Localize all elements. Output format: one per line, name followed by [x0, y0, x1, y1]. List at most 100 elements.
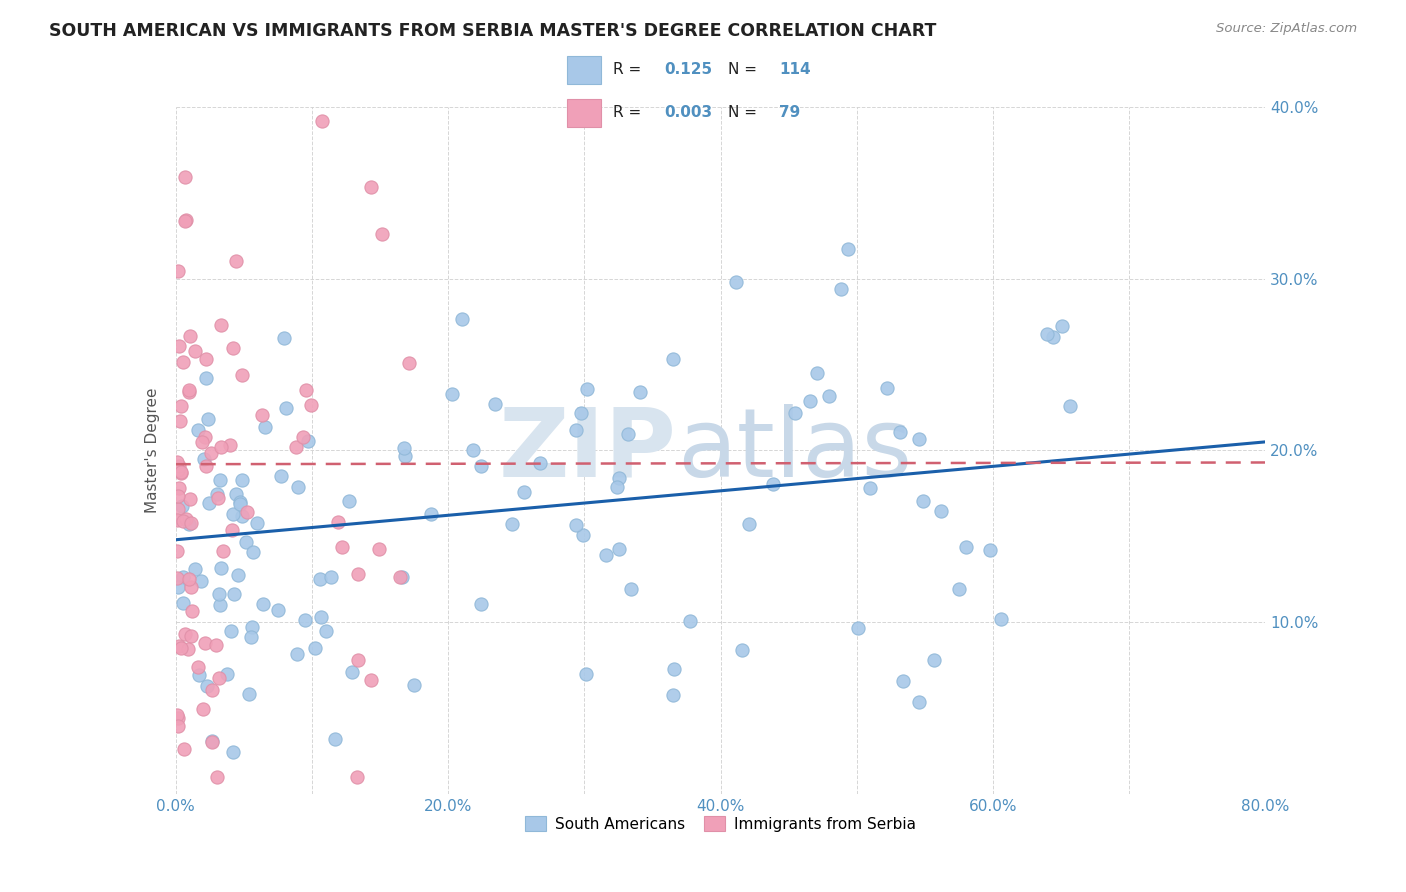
Point [170, 466, 193, 480]
Point [929, 504, 952, 518]
Point [205, 638, 228, 652]
Point [291, 430, 314, 444]
Text: Source: ZipAtlas.com: Source: ZipAtlas.com [1216, 22, 1357, 36]
Point [347, 653, 370, 667]
Point [167, 489, 190, 503]
Point [229, 495, 252, 509]
Point [607, 542, 630, 557]
Point [166, 708, 188, 723]
Point [616, 427, 638, 442]
Point [179, 516, 201, 531]
Point [575, 667, 598, 681]
Point [309, 573, 332, 587]
Text: 79: 79 [779, 105, 800, 120]
Point [762, 477, 785, 491]
Point [394, 441, 416, 455]
Point [513, 485, 536, 500]
Text: N =: N = [728, 62, 756, 78]
Point [908, 695, 931, 709]
Point [990, 611, 1012, 625]
Point [169, 639, 191, 653]
Point [173, 741, 195, 756]
Point [679, 614, 702, 628]
Point [859, 481, 882, 495]
Point [304, 640, 326, 655]
Point [837, 242, 859, 256]
Point [222, 746, 245, 760]
Text: ZIP: ZIP [499, 404, 678, 497]
Point [172, 499, 194, 513]
Point [254, 420, 277, 434]
Text: R =: R = [613, 62, 641, 78]
Point [167, 719, 190, 733]
Point [179, 491, 201, 506]
Point [166, 463, 188, 477]
Point [337, 493, 360, 508]
Point [187, 668, 209, 682]
Point [207, 487, 229, 501]
Point [398, 356, 420, 370]
Point [285, 440, 308, 454]
Text: SOUTH AMERICAN VS IMMIGRANTS FROM SERBIA MASTER'S DEGREE CORRELATION CHART: SOUTH AMERICAN VS IMMIGRANTS FROM SERBIA… [49, 22, 936, 40]
Point [166, 711, 188, 725]
Point [908, 433, 931, 447]
Point [1036, 327, 1059, 342]
Point [174, 213, 197, 227]
Point [167, 339, 190, 353]
Point [190, 434, 212, 449]
Point [208, 587, 231, 601]
Point [183, 561, 205, 575]
Point [274, 401, 297, 415]
Point [209, 598, 232, 612]
Point [250, 408, 273, 422]
Point [177, 641, 200, 656]
Point [198, 496, 221, 510]
Point [297, 434, 319, 448]
Point [326, 516, 349, 530]
Point [225, 254, 247, 268]
Point [167, 581, 190, 595]
Point [166, 543, 188, 558]
Point [891, 674, 914, 689]
Point [211, 544, 233, 558]
Text: 0.003: 0.003 [664, 105, 713, 120]
Point [876, 381, 898, 395]
Point [187, 660, 209, 674]
Point [174, 213, 197, 227]
Point [235, 534, 257, 549]
Point [180, 516, 202, 530]
Point [219, 624, 242, 639]
Point [252, 597, 274, 611]
FancyBboxPatch shape [568, 99, 600, 127]
Point [195, 679, 218, 693]
Point [180, 604, 202, 618]
Point [201, 682, 224, 697]
Point [330, 540, 353, 554]
Point [226, 567, 249, 582]
Point [172, 596, 194, 610]
Y-axis label: Master's Degree: Master's Degree [145, 388, 160, 513]
Point [180, 580, 202, 594]
Point [948, 582, 970, 596]
Point [201, 735, 224, 749]
Point [238, 687, 260, 701]
Point [360, 179, 382, 194]
Point [315, 624, 337, 639]
Point [1059, 399, 1081, 413]
Point [193, 452, 215, 467]
Point [347, 566, 370, 581]
Point [187, 423, 209, 437]
Point [222, 507, 245, 521]
Point [529, 456, 551, 470]
Point [184, 343, 207, 358]
Point [440, 387, 463, 401]
Point [177, 572, 200, 586]
Point [806, 366, 828, 380]
Point [724, 275, 747, 289]
Point [177, 384, 200, 399]
Point [242, 545, 264, 559]
Point [389, 570, 412, 584]
Point [470, 597, 492, 611]
Point [166, 571, 188, 585]
Point [323, 731, 346, 746]
